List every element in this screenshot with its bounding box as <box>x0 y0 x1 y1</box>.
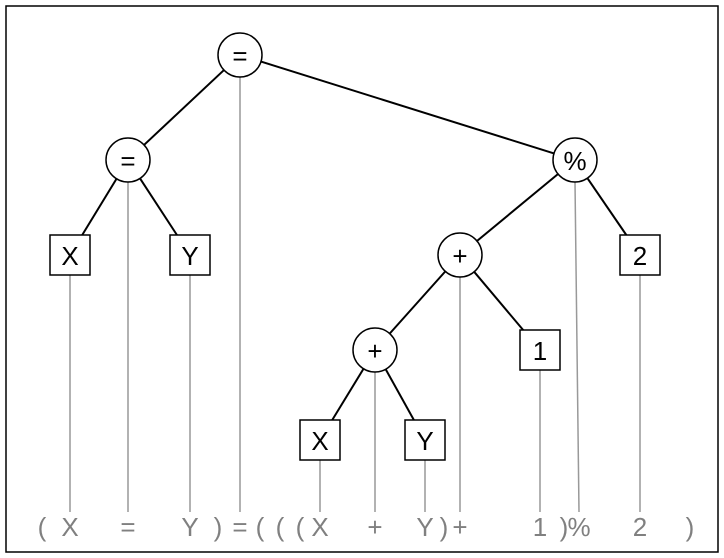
tree-node-root_eq: = <box>218 33 262 77</box>
expression-token: Y <box>181 512 198 542</box>
diagram-frame <box>6 6 718 552</box>
syntax-tree-diagram: ==XY%+2+1XY (X=Y)=(((X+Y)+1)%2) <box>0 0 724 558</box>
node-label: 1 <box>533 336 547 366</box>
node-label: X <box>61 241 78 271</box>
expression-token: ( <box>276 512 285 542</box>
tree-node-plus1: + <box>438 233 482 277</box>
tree-edge <box>390 271 446 333</box>
expression-token: X <box>311 512 328 542</box>
tree-edge <box>477 174 558 241</box>
nodes-layer: = = X Y% +2 +1 X Y <box>50 33 660 460</box>
tree-edge <box>332 369 363 420</box>
expression-token: + <box>367 512 382 542</box>
expression-token: = <box>232 512 247 542</box>
expression-token: % <box>567 512 590 542</box>
expression-token: ) <box>440 512 449 542</box>
dropline <box>575 182 579 512</box>
tree-edge <box>587 178 626 235</box>
expression-token: = <box>120 512 135 542</box>
tree-node-y2: Y <box>405 420 445 460</box>
node-label: Y <box>416 426 433 456</box>
expression-token: ) <box>214 512 223 542</box>
node-label: X <box>311 426 328 456</box>
droplines-layer <box>70 77 640 512</box>
tree-node-plus2: + <box>353 328 397 372</box>
tree-node-mod: % <box>553 138 597 182</box>
tree-node-x2: X <box>300 420 340 460</box>
expression-token: X <box>61 512 78 542</box>
tree-node-x1: X <box>50 235 90 275</box>
expression-token: + <box>452 512 467 542</box>
expression-token: 1 <box>533 512 547 542</box>
tree-edge <box>386 369 414 420</box>
tree-edge <box>474 272 523 330</box>
node-label: = <box>232 41 247 71</box>
expression-token: 2 <box>633 512 647 542</box>
node-label: + <box>452 241 467 271</box>
expression-token: ( <box>256 512 265 542</box>
tree-edge <box>261 62 554 154</box>
expression-token: ) <box>686 512 695 542</box>
tree-node-y1: Y <box>170 235 210 275</box>
tree-edge <box>82 179 116 235</box>
node-label: Y <box>181 241 198 271</box>
node-label: = <box>120 146 135 176</box>
tree-node-left_eq: = <box>106 138 150 182</box>
tree-node-one: 1 <box>520 330 560 370</box>
tree-edge <box>140 178 177 235</box>
node-label: 2 <box>633 241 647 271</box>
tree-node-two: 2 <box>620 235 660 275</box>
expression-token: Y <box>416 512 433 542</box>
node-label: % <box>563 146 586 176</box>
tree-edge <box>144 70 224 145</box>
expression-layer: (X=Y)=(((X+Y)+1)%2) <box>38 512 695 542</box>
node-label: + <box>367 336 382 366</box>
expression-token: ( <box>296 512 305 542</box>
expression-token: ( <box>38 512 47 542</box>
